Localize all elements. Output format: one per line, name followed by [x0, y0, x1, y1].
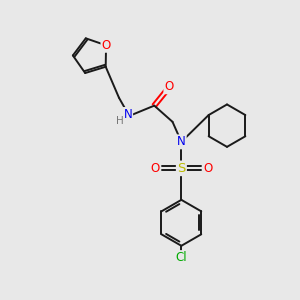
Text: O: O	[150, 162, 160, 175]
Text: S: S	[177, 162, 186, 175]
Text: O: O	[203, 162, 212, 175]
Text: O: O	[101, 39, 111, 52]
Text: N: N	[177, 135, 186, 148]
Text: H: H	[116, 116, 124, 126]
Text: O: O	[164, 80, 174, 93]
Text: N: N	[123, 108, 132, 121]
Text: Cl: Cl	[176, 251, 187, 264]
